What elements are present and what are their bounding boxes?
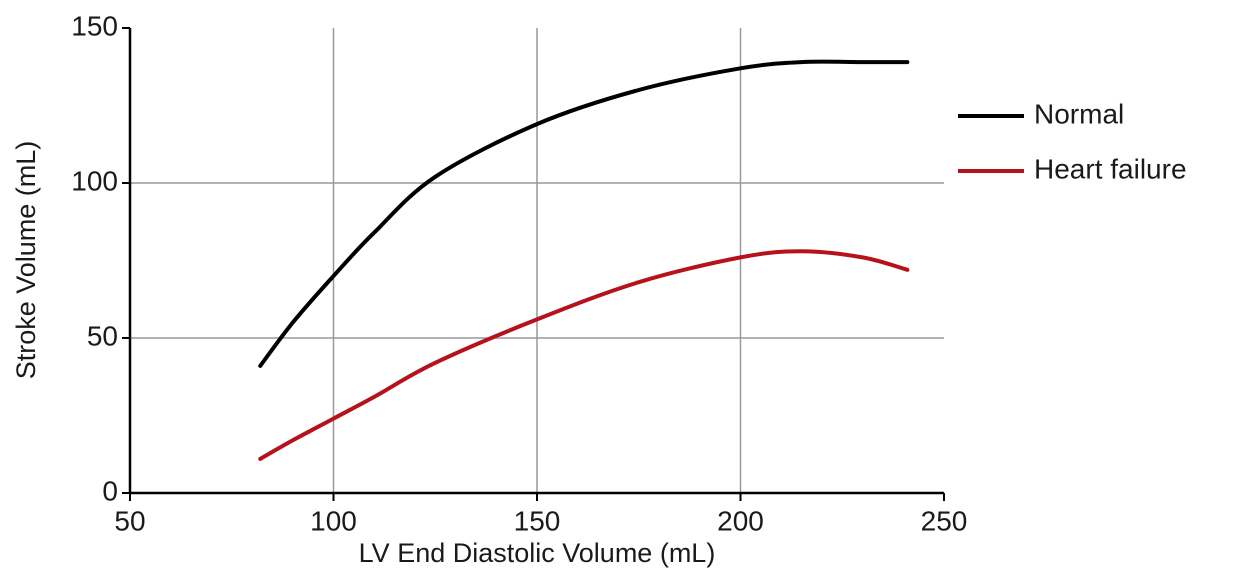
x-axis-label: LV End Diastolic Volume (mL) bbox=[359, 538, 716, 568]
y-tick-label: 150 bbox=[71, 10, 118, 41]
x-tick-label: 100 bbox=[310, 505, 357, 536]
x-tick-label: 200 bbox=[717, 505, 764, 536]
y-tick-label: 50 bbox=[87, 320, 118, 351]
y-tick-label: 100 bbox=[71, 165, 118, 196]
legend-label: Normal bbox=[1034, 98, 1124, 129]
line-series bbox=[258, 59, 910, 368]
x-tick-label: 150 bbox=[514, 505, 561, 536]
legend-label: Heart failure bbox=[1034, 153, 1187, 184]
x-tick-label: 250 bbox=[921, 505, 968, 536]
x-tick-label: 50 bbox=[114, 505, 145, 536]
line-series bbox=[258, 249, 910, 461]
y-axis-label: Stroke Volume (mL) bbox=[11, 141, 41, 380]
y-tick-label: 0 bbox=[102, 475, 118, 506]
